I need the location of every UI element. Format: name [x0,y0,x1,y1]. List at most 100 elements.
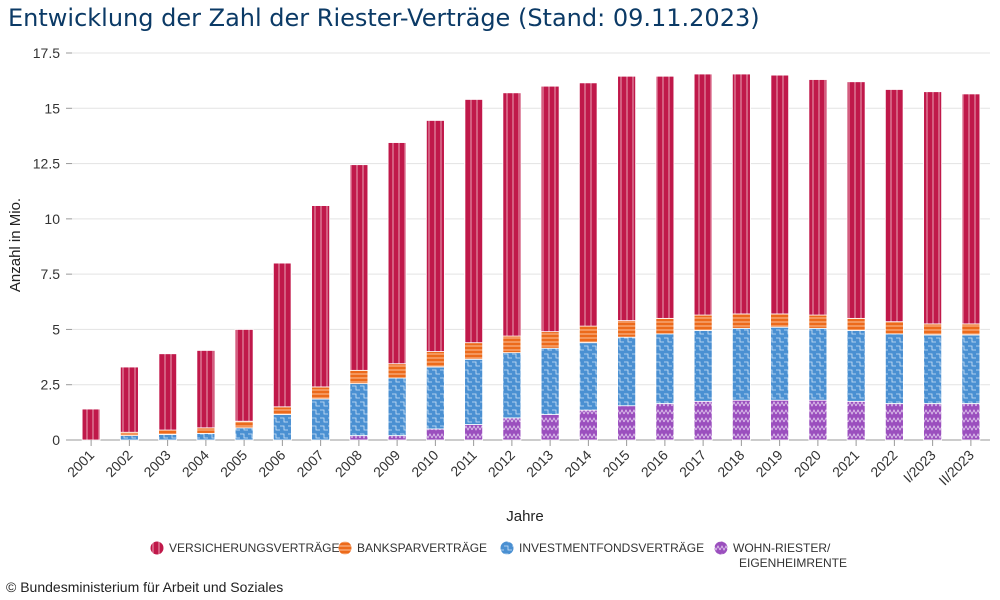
bar-segment-invest [731,327,751,401]
y-tick-label: 7.5 [41,266,61,282]
bar-segment-versicherung [119,366,139,433]
bar-segment-invest [196,432,216,441]
x-tick-label: 2002 [102,447,135,480]
bar-segment-bank [387,363,407,379]
bar-segment-versicherung [425,120,445,352]
x-tick-label: 2011 [447,447,480,480]
y-axis-title: Anzahl in Mio. [7,198,24,292]
bar-segment-bank [655,317,675,335]
x-tick-label: 2020 [791,447,824,480]
bar-segment-bank [731,313,751,329]
x-tick-label: 2013 [523,447,556,480]
bar-segment-bank [272,406,292,415]
legend-label: WOHN-RIESTER/ [733,541,831,555]
legend-label: EIGENHEIMRENTE [739,556,847,570]
legend: VERSICHERUNGSVERTRÄGE BANKSPARVERTRÄGE INV… [150,541,847,570]
bar-segment-versicherung [196,350,216,429]
bar-segment-invest [502,352,522,419]
bar-segment-bank [464,342,484,360]
bar-segment-wohn [808,399,828,441]
bar-segment-wohn [693,400,713,441]
bar-segment-invest [617,336,637,407]
bar-segment-invest [425,366,445,430]
bar-segment-bank [234,420,254,429]
bar-segment-bank [846,317,866,331]
bar-segment-versicherung [770,74,790,315]
bar-segment-versicherung [923,91,943,325]
x-tick-label: 2007 [293,447,326,480]
x-tick-label: 2010 [408,447,441,480]
bar-segment-versicherung [311,205,331,388]
x-tick-label: 2021 [829,447,862,480]
source-note: © Bundesministerium für Arbeit und Sozia… [6,579,284,595]
bar-segment-invest [349,383,369,436]
bar-segment-versicherung [808,79,828,316]
bar-segment-bank [770,313,790,328]
legend-label: BANKSPARVERTRÄGE [357,541,487,555]
bar-segment-invest [808,327,828,401]
bar-segment-wohn [387,435,407,441]
bar-segment-versicherung [81,408,101,441]
y-tick-label: 17.5 [33,45,60,61]
bar-segment-invest [464,358,484,425]
bar-segment-invest [387,377,407,436]
bar-segment-bank [119,431,139,436]
bar-segment-bank [578,325,598,344]
x-tick-label: 2017 [676,447,709,480]
bar-segment-wohn [502,417,522,441]
bar-segment-versicherung [272,262,292,408]
bar-segment-versicherung [731,73,751,315]
bar-segment-bank [158,429,178,435]
bar-segment-wohn [617,405,637,441]
bar-segment-bank [617,320,637,338]
bar-segment-invest [119,435,139,441]
legend-swatch-versicherung [150,541,164,555]
bar-segment-versicherung [540,85,560,333]
x-tick-label: I/2023 [900,447,939,486]
bar-segment-versicherung [464,99,484,344]
x-tick-label: 2015 [599,447,632,480]
x-tick-label: 2022 [867,447,900,480]
x-tick-label: 2001 [64,447,97,480]
bar-segment-invest [884,333,904,404]
x-tick-label: 2009 [370,447,403,480]
bar-segment-versicherung [961,93,981,325]
x-tick-label: 2018 [714,447,747,480]
legend-swatch-wohn [714,541,728,555]
bar-segment-wohn [540,414,560,441]
bar-segment-wohn [464,424,484,441]
bar-segment-versicherung [617,75,637,321]
bar-segment-bank [540,331,560,349]
y-tick-label: 15 [44,100,60,116]
x-tick-label: 2005 [217,447,250,480]
x-tick-label: 2014 [561,447,594,480]
x-tick-label: 2004 [179,447,212,480]
x-axis-title: Jahre [506,508,544,525]
x-tick-label: II/2023 [935,447,977,489]
bar-segment-bank [808,314,828,329]
bar-segment-versicherung [158,353,178,431]
x-tick-label: 2012 [485,447,518,480]
bar-segment-wohn [770,399,790,441]
bar-segment-wohn [923,403,943,441]
x-tick-label: 2006 [255,447,288,480]
bar-segment-versicherung [693,73,713,316]
legend-swatch-invest [500,541,514,555]
x-tick-label: 2008 [332,447,365,480]
bar-segment-versicherung [349,164,369,371]
bar-segment-bank [884,321,904,335]
bar-segment-invest [693,330,713,402]
x-tick-label: 2019 [752,447,785,480]
bar-segment-bank [349,369,369,385]
legend-swatch-bank [338,541,352,555]
bar-segment-versicherung [578,82,598,327]
bar-segment-wohn [884,403,904,441]
x-tick-label: 2016 [638,447,671,480]
bar-segment-versicherung [387,142,407,365]
y-tick-label: 2.5 [41,377,61,393]
chart-title: Entwicklung der Zahl der Riester-Verträg… [8,4,760,32]
bar-segment-invest [655,333,675,404]
bar-segment-versicherung [502,92,522,337]
bar-segment-invest [961,334,981,404]
